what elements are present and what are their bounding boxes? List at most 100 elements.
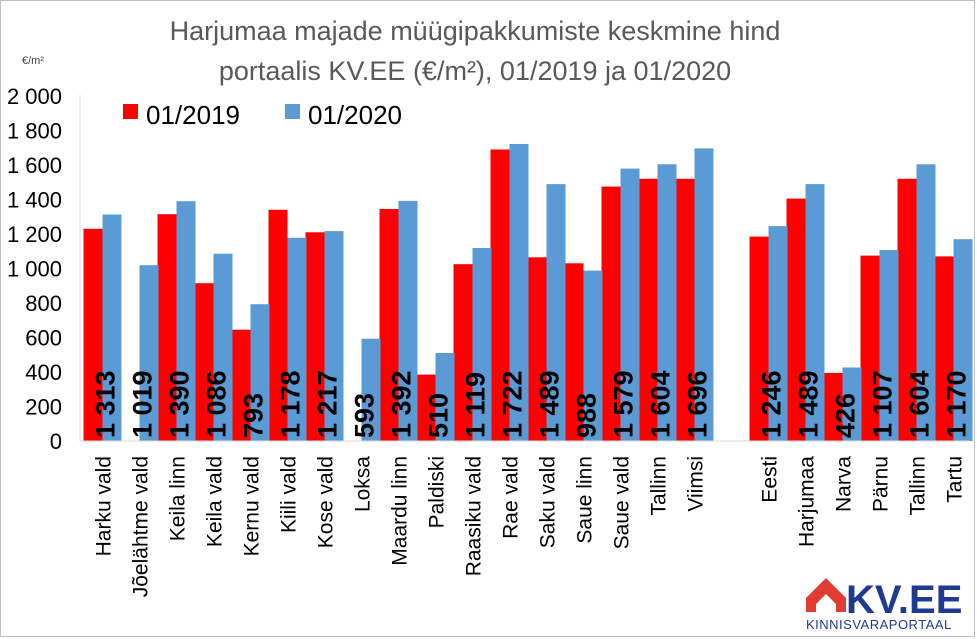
x-tick-label: Kose vald <box>315 456 338 548</box>
bar-2019 <box>157 214 177 441</box>
bar-2020 <box>583 270 603 441</box>
data-label: 1 246 <box>757 370 787 438</box>
x-tick-label: Harku vald <box>93 456 116 556</box>
bar-2020 <box>139 265 159 441</box>
x-tick-label: Raasiku vald <box>463 456 486 576</box>
data-label: 593 <box>350 393 380 438</box>
bar-2019 <box>83 228 103 441</box>
x-tick-label: Kernu vald <box>241 456 264 556</box>
bar-2019 <box>823 372 843 441</box>
x-tick-label: Paldiski <box>426 456 449 528</box>
chart-title-line1: Harjumaa majade müügipakkumiste keskmine… <box>170 16 781 46</box>
bar-2019 <box>416 374 436 441</box>
y-tick-label: 200 <box>25 395 62 420</box>
bar-2019 <box>453 264 473 441</box>
y-tick-label: 1 200 <box>7 222 62 247</box>
data-label: 1 579 <box>609 370 639 438</box>
x-tick-label: Kiili vald <box>278 456 301 533</box>
x-tick-label: Rae vald <box>500 456 523 539</box>
data-label: 1 392 <box>387 370 417 438</box>
data-label: 1 107 <box>868 370 898 438</box>
y-tick-label: 1 800 <box>7 119 62 144</box>
x-tick-label: Maardu linn <box>389 456 412 566</box>
data-label: 1 696 <box>683 370 713 438</box>
x-tick-label: Viimsi <box>685 456 708 512</box>
data-label: 1 604 <box>646 370 676 438</box>
bar-2019 <box>897 178 917 442</box>
house-icon <box>806 578 846 612</box>
bar-2019 <box>601 186 621 441</box>
data-label: 1 119 <box>461 372 491 438</box>
bar-2020 <box>250 304 270 441</box>
bar-2019 <box>490 149 510 441</box>
data-label: 1 604 <box>905 370 935 438</box>
data-label: 426 <box>831 393 861 438</box>
bar-2020 <box>398 200 418 441</box>
data-label: 1 489 <box>535 370 565 438</box>
bar-2020 <box>657 164 677 442</box>
y-unit-label: €/m² <box>22 55 44 67</box>
bar-2020 <box>361 338 381 441</box>
bar-2019 <box>268 209 288 441</box>
bar-2019 <box>194 283 214 441</box>
bar-2019 <box>749 236 769 441</box>
legend-label-2019: 01/2019 <box>146 100 240 130</box>
x-tick-label: Saku vald <box>537 456 560 548</box>
data-label: 1 489 <box>794 370 824 438</box>
bar-2020 <box>879 250 899 441</box>
x-tick-label: Tallinn <box>648 456 671 516</box>
bar-2019 <box>638 178 658 442</box>
x-tick-label: Harjumaa <box>796 456 819 547</box>
x-tick-label: Saue linn <box>574 456 597 544</box>
data-label: 793 <box>239 393 269 438</box>
y-tick-label: 2 000 <box>7 84 62 109</box>
bar-2020 <box>620 168 640 441</box>
data-label: 1 170 <box>942 370 972 438</box>
x-tick-label: Narva <box>833 456 856 512</box>
data-label: 1 313 <box>91 370 121 438</box>
x-tick-label: Jõelähtme vald <box>130 456 153 597</box>
data-label: 1 217 <box>313 370 343 438</box>
y-tick-label: 1 000 <box>7 257 62 282</box>
bar-2020 <box>176 201 196 441</box>
bar-2020 <box>435 353 455 441</box>
y-tick-label: 1 600 <box>7 153 62 178</box>
bar-2019 <box>934 256 954 441</box>
bar-2020 <box>768 226 788 441</box>
bar-2020 <box>546 184 566 441</box>
legend-swatch-2019 <box>123 104 138 119</box>
data-label: 1 390 <box>165 370 195 438</box>
data-label: 1 178 <box>276 370 306 438</box>
y-tick-label: 600 <box>25 326 62 351</box>
legend-label-2020: 01/2020 <box>308 100 402 130</box>
bar-2020 <box>916 164 936 442</box>
bar-2020 <box>324 231 344 441</box>
x-tick-label: Saue vald <box>611 456 634 549</box>
x-tick-label: Tartu <box>944 456 967 503</box>
x-tick-label: Loksa <box>352 456 375 512</box>
bar-2020 <box>213 253 233 441</box>
logo-subtitle: KINNISVARAPORTAAL <box>806 617 952 632</box>
bar-2019 <box>379 209 399 441</box>
bar-2019 <box>786 198 806 441</box>
y-tick-label: 1 400 <box>7 188 62 213</box>
kv-logo: KV.EE KINNISVARAPORTAAL <box>806 578 962 632</box>
bar-2020 <box>694 148 714 441</box>
bar-2019 <box>527 257 547 441</box>
bar-2019 <box>305 232 325 441</box>
x-tick-label: Keila vald <box>204 456 227 547</box>
bar-2020 <box>842 367 862 441</box>
data-label: 510 <box>424 393 454 438</box>
y-tick-label: 0 <box>50 429 62 454</box>
logo-brand: KV.EE <box>846 578 962 622</box>
bar-2020 <box>805 184 825 441</box>
data-label: 1 722 <box>498 370 528 438</box>
bar-2019 <box>231 329 251 441</box>
bar-2019 <box>860 255 880 441</box>
legend: 01/2019 01/2020 <box>123 100 402 130</box>
legend-swatch-2020 <box>285 104 300 119</box>
y-tick-label: 400 <box>25 360 62 385</box>
y-tick-label: 800 <box>25 291 62 316</box>
x-tick-label: Pärnu <box>870 456 893 512</box>
